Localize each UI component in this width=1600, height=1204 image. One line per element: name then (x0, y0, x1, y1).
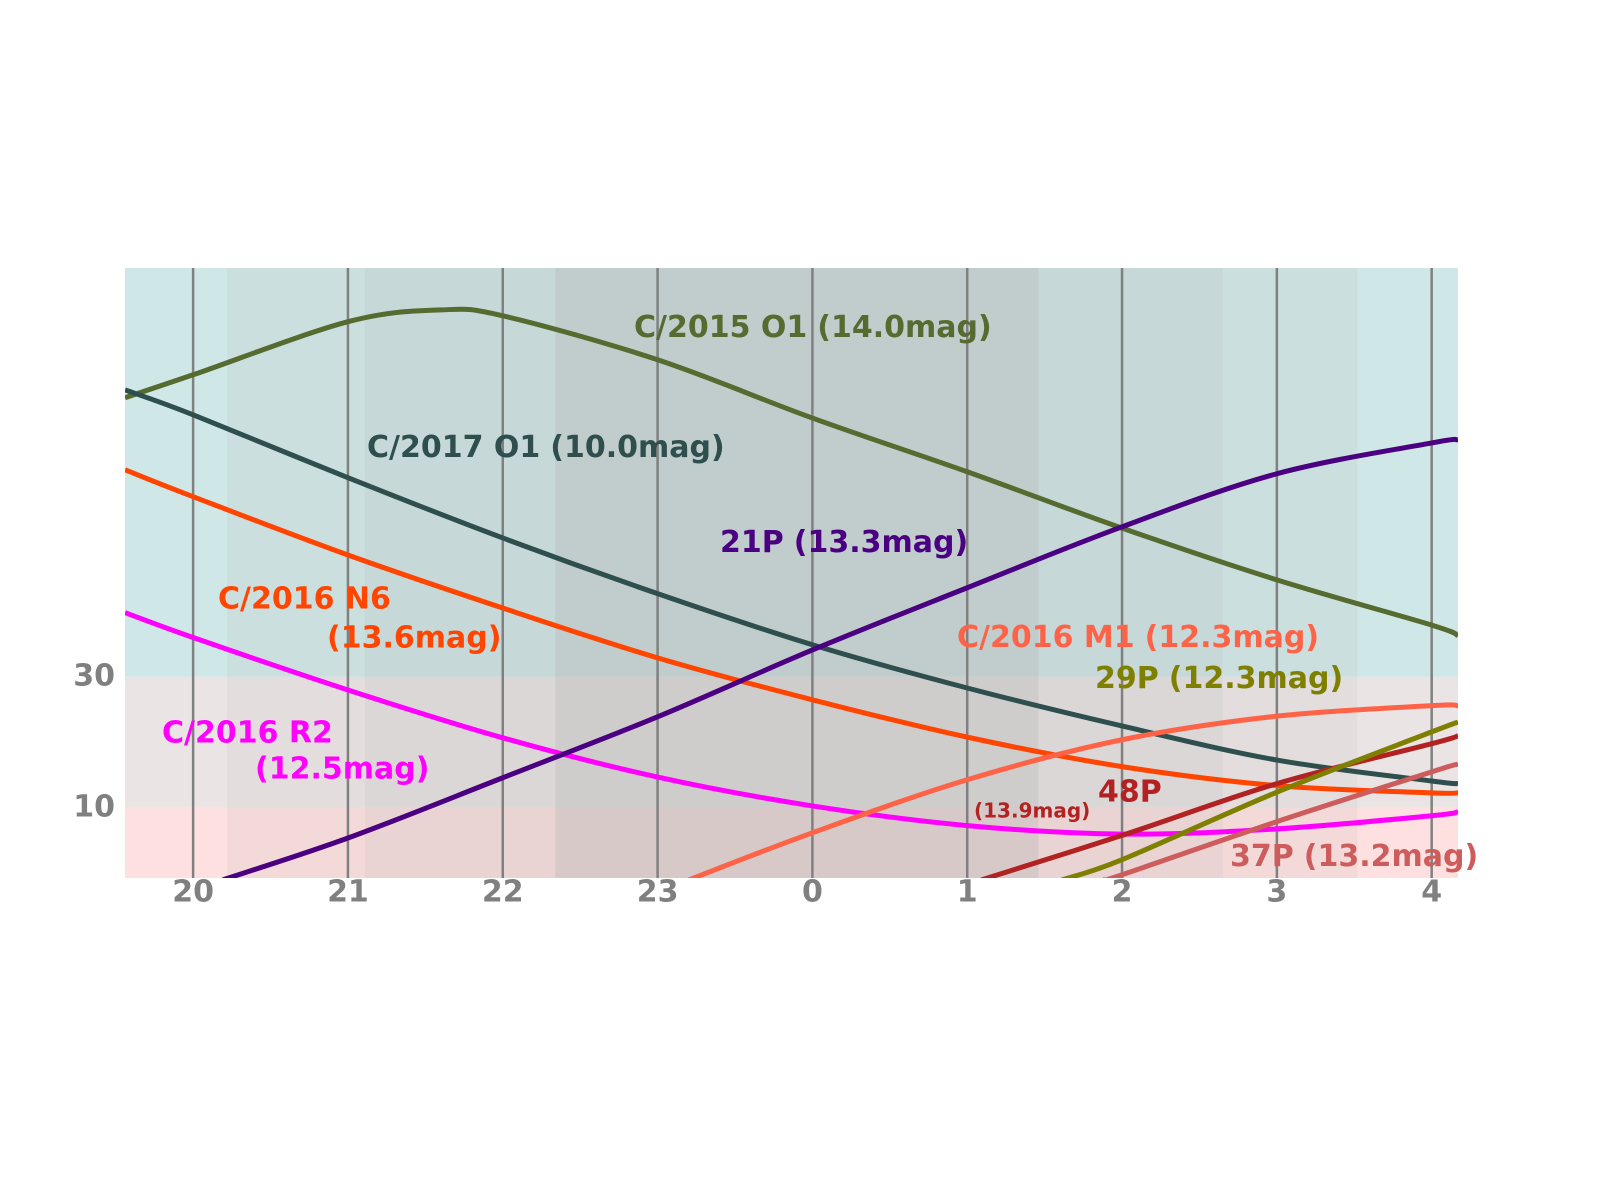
series-label: C/2016 R2 (162, 716, 333, 751)
series-magnitude: (12.3mag) (1145, 620, 1319, 655)
series-label-group: 21P (13.3mag) (720, 525, 968, 560)
series-magnitude: (13.9mag) (974, 799, 1090, 823)
series-magnitude: (13.6mag) (327, 621, 501, 656)
series-label: 29P (1095, 661, 1159, 696)
comet-line (221, 436, 1458, 878)
plot-lines (125, 306, 1458, 878)
x-tick-label: 20 (172, 875, 214, 910)
series-label-group: 37P (13.2mag) (1230, 839, 1478, 874)
series-label-group: 29P (12.3mag) (1095, 661, 1343, 696)
comet-line (125, 306, 1458, 638)
series-label: 37P (1230, 839, 1294, 874)
night-band (227, 268, 1358, 878)
series-label-group: C/2016 M1 (12.3mag) (957, 620, 1319, 655)
comet-line (125, 610, 1458, 837)
comet-line (687, 702, 1458, 878)
series-label: C/2016 N6 (218, 582, 391, 617)
series-label: C/2016 M1 (957, 620, 1135, 655)
x-tick-label: 21 (327, 875, 369, 910)
series-magnitude: (13.3mag) (794, 525, 968, 560)
comet-line (1102, 761, 1458, 878)
series-magnitude: (12.3mag) (1169, 661, 1343, 696)
x-tick-label: 2 (1112, 875, 1133, 910)
series-label: 21P (720, 525, 784, 560)
x-tick-label: 23 (637, 875, 679, 910)
x-tick-label: 1 (957, 875, 978, 910)
x-tick-label: 22 (482, 875, 524, 910)
comet-line (1060, 719, 1458, 878)
series-label-group: C/2017 O1 (10.0mag) (367, 430, 725, 465)
series-magnitude: (10.0mag) (550, 430, 724, 465)
series-label-group: C/2015 O1 (14.0mag) (634, 310, 992, 345)
y-tick-label: 10 (73, 789, 115, 824)
y-tick-label: 30 (73, 658, 115, 693)
series-magnitude: (14.0mag) (817, 310, 991, 345)
comet-line (980, 733, 1458, 878)
night-band (555, 268, 1039, 878)
series-label: 48P (1098, 775, 1162, 810)
x-tick-label: 4 (1421, 875, 1442, 910)
x-tick-label: 0 (802, 875, 823, 910)
comet-line (125, 467, 1458, 796)
series-label: C/2015 O1 (634, 310, 807, 345)
series-magnitude: (12.5mag) (255, 752, 429, 787)
series-label: C/2017 O1 (367, 430, 540, 465)
series-magnitude: (13.2mag) (1304, 839, 1478, 874)
comet-line (125, 387, 1458, 787)
x-tick-label: 3 (1266, 875, 1287, 910)
